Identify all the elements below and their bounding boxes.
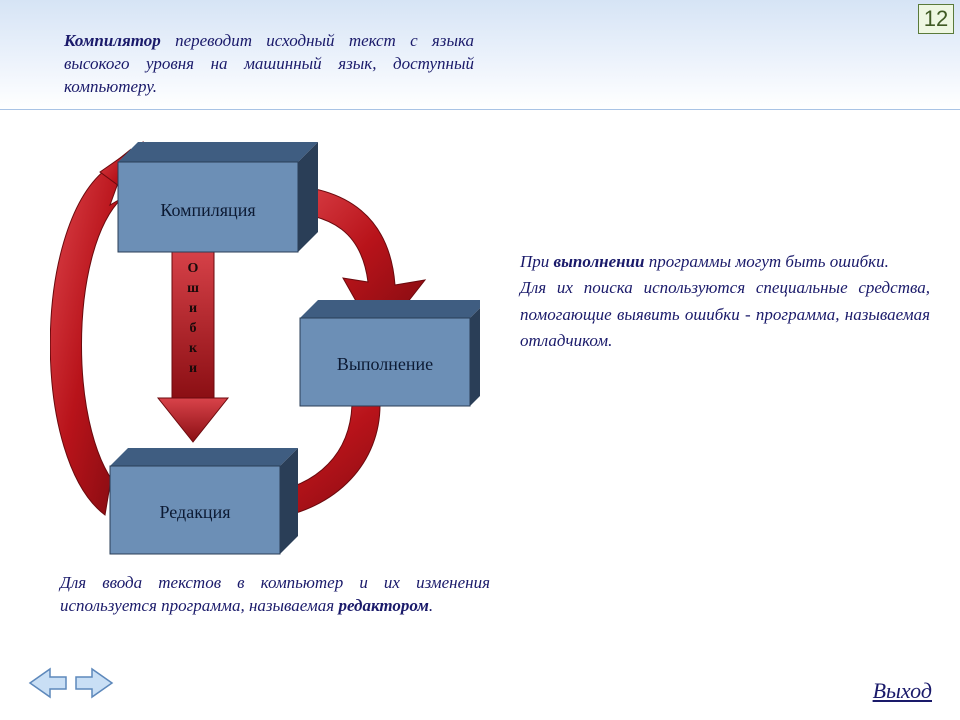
execute-label: Выполнение [337, 354, 433, 374]
flowchart-diagram: Компиляция Выполнение Редакция Ошибки [50, 130, 480, 560]
bot-c: . [429, 596, 433, 615]
nav-arrows [26, 665, 118, 706]
prev-arrow-icon[interactable] [26, 665, 68, 701]
edit-box: Редакция [110, 448, 298, 554]
bold-compiler: Компилятор [64, 31, 161, 50]
mid-line2: Для их поиска используются специальные с… [520, 278, 930, 350]
mid-bold: выполнении [554, 252, 645, 271]
compiler-description: Компилятор переводит исходный текст с яз… [64, 30, 474, 99]
edit-label: Редакция [160, 502, 231, 522]
next-arrow-icon[interactable] [74, 665, 116, 701]
mid-a: При [520, 252, 554, 271]
bot-bold: редактором [338, 596, 428, 615]
mid-c: программы могут быть ошибки. [645, 252, 889, 271]
editor-description: Для ввода текстов в компьютер и их измен… [60, 572, 490, 618]
compile-box: Компиляция [118, 142, 318, 252]
execution-description: При выполнении программы могут быть ошиб… [520, 249, 930, 354]
exit-link[interactable]: Выход [873, 678, 932, 704]
page-number-badge: 12 [918, 4, 954, 34]
compile-label: Компиляция [160, 200, 255, 220]
execute-box: Выполнение [300, 300, 480, 406]
